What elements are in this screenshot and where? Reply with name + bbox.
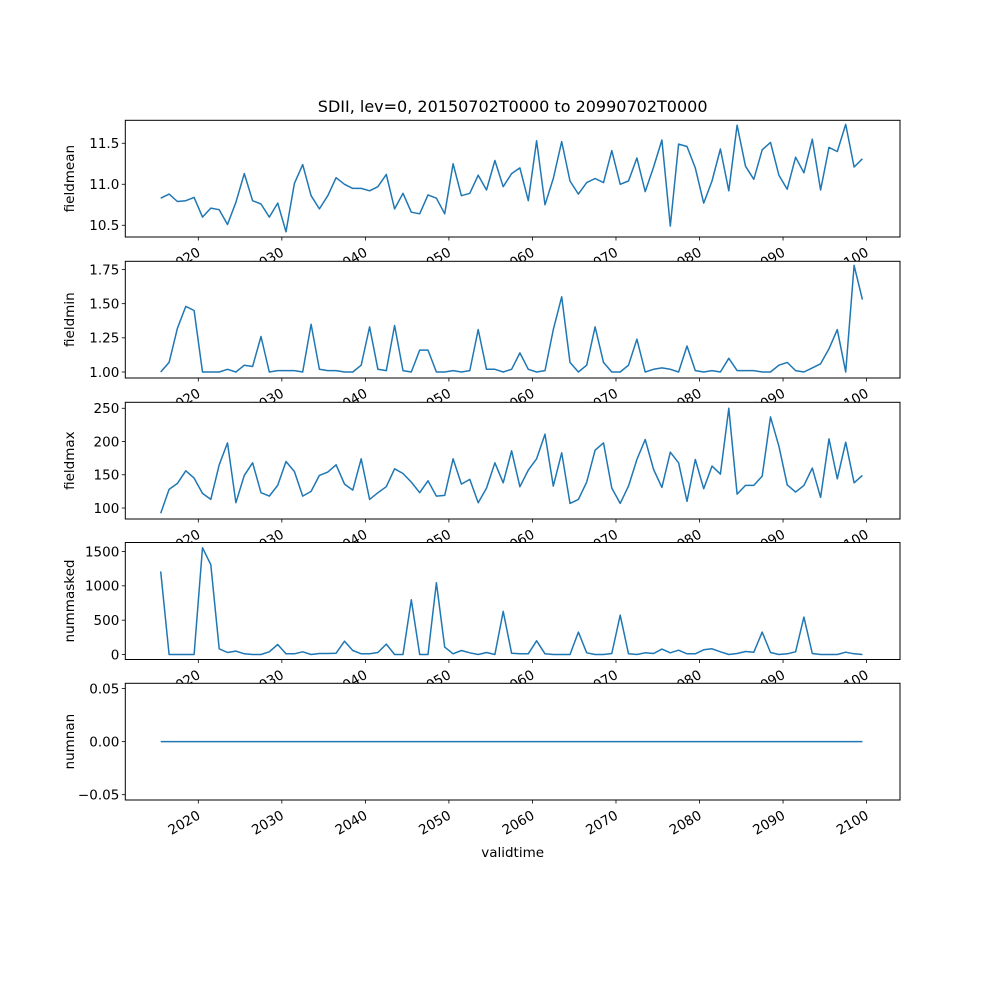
y-tick-label: 0.05 <box>89 681 119 697</box>
y-tick-label: 200 <box>94 434 120 450</box>
subplot-numnan: −0.05 0.00 0.05 2020 2030 2040 2050 2060 2070 208… <box>62 681 901 861</box>
x-tick-label: 2070 <box>583 808 621 839</box>
x-tick-label: 2060 <box>500 808 538 839</box>
axes-frame <box>124 401 901 520</box>
y-tick-label: 100 <box>94 501 120 517</box>
series-line-nummasked <box>159 546 863 656</box>
y-tick-label: 10.5 <box>89 218 119 234</box>
y-tick-label: 11.5 <box>89 136 119 152</box>
chart-title: SDII, lev=0, 20150702T0000 to 20990702T0… <box>318 97 708 116</box>
x-tick-label: 2100 <box>834 808 872 839</box>
y-tick-label: 1.25 <box>89 331 119 347</box>
y-axis-label: fieldmax <box>62 431 78 490</box>
y-tick-label: 0.00 <box>89 734 119 750</box>
axes-frame <box>124 542 901 660</box>
series-line-fieldmean <box>160 123 863 233</box>
series-line-fieldmax <box>159 407 863 514</box>
axes-frame <box>124 119 901 238</box>
y-tick-label: 150 <box>94 468 120 484</box>
plot-area <box>125 261 901 378</box>
y-axis-label: fieldmean <box>62 145 78 212</box>
y-tick-label: 1500 <box>85 544 119 560</box>
x-tick-label: 2030 <box>249 808 287 839</box>
y-tick-label: −0.05 <box>78 787 119 803</box>
axes-frame <box>124 260 901 379</box>
x-tick-label: 2050 <box>416 808 454 839</box>
y-tick-label: 1000 <box>85 579 119 595</box>
x-axis-label: validtime <box>481 845 544 861</box>
y-tick-label: 1.50 <box>89 296 119 312</box>
x-tick-label: 2020 <box>166 808 204 839</box>
y-axis-label: fieldmin <box>62 292 78 347</box>
y-tick-label: 1.00 <box>89 365 119 381</box>
y-tick-label: 250 <box>94 401 120 417</box>
y-axis-label: numnan <box>62 714 78 770</box>
y-tick-label: 1.75 <box>89 262 119 278</box>
plot-area <box>125 402 901 519</box>
y-tick-label: 11.0 <box>89 177 119 193</box>
x-tick-label: 2040 <box>333 808 371 839</box>
series-line-fieldmin <box>160 264 864 373</box>
plot-area <box>125 542 901 660</box>
y-tick-label: 500 <box>94 613 120 629</box>
x-tick-label: 2080 <box>667 808 705 839</box>
y-tick-label: 0 <box>111 647 120 663</box>
plot-area <box>125 120 901 237</box>
x-tick-label: 2090 <box>750 808 788 839</box>
y-axis-label: nummasked <box>62 560 78 643</box>
